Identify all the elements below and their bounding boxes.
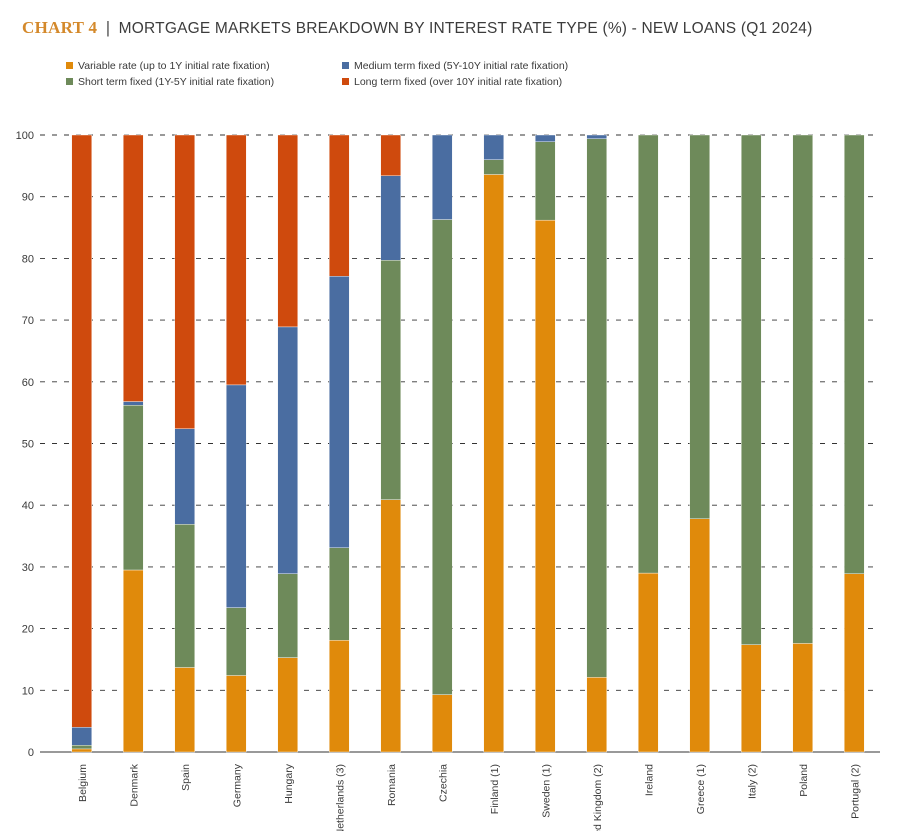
bar-segment-variable: [329, 640, 350, 753]
legend-label-variable: Variable rate (up to 1Y initial rate fix…: [78, 60, 270, 72]
bar-segment-variable: [689, 518, 710, 753]
bar-segment-long: [71, 134, 92, 728]
title-separator: |: [105, 18, 111, 37]
bar-segment-short: [226, 607, 247, 676]
bar-segment-variable: [277, 657, 298, 753]
bar-segment-short: [638, 134, 659, 574]
bar-segment-variable: [226, 675, 247, 753]
x-tick-label: Portugal (2): [849, 764, 861, 819]
bar-segment-variable: [741, 644, 762, 753]
legend-label-short: Short term fixed (1Y-5Y initial rate fix…: [78, 76, 275, 88]
bar-segment-long: [123, 134, 144, 402]
bar-segment-medium: [123, 401, 144, 406]
legend-swatch-medium: [342, 62, 349, 69]
bar-segment-medium: [586, 134, 607, 139]
bar-segment-short: [432, 219, 453, 695]
bar-segment-medium: [329, 276, 350, 548]
bar-segment-variable: [174, 667, 195, 753]
x-tick-label: Romania: [386, 764, 398, 806]
x-tick-label: Italy (2): [746, 764, 758, 799]
x-tick-label: Sweden (1): [540, 764, 552, 818]
legend-swatch-short: [66, 78, 73, 85]
bar-segment-medium: [71, 727, 92, 746]
legend-item-medium: Medium term fixed (5Y-10Y initial rate f…: [342, 60, 568, 72]
x-tick-label: Denmark: [128, 763, 140, 806]
bar-segment-variable: [638, 572, 659, 753]
bar-segment-variable: [535, 219, 556, 753]
bar-segment-short: [123, 405, 144, 571]
legend-item-long: Long term fixed (over 10Y initial rate f…: [342, 76, 562, 88]
y-tick-label: 50: [22, 439, 34, 451]
bar-segment-medium: [483, 134, 504, 160]
bar-segment-medium: [432, 134, 453, 220]
y-tick-label: 40: [22, 500, 34, 512]
legend-label-medium: Medium term fixed (5Y-10Y initial rate f…: [354, 60, 569, 72]
bar-segment-medium: [226, 384, 247, 608]
x-tick-label: Spain: [180, 764, 192, 791]
x-tick-label: Greece (1): [695, 764, 707, 814]
bar-segment-medium: [535, 134, 556, 142]
bar-segment-variable: [432, 694, 453, 753]
x-tick-label: Poland: [798, 764, 810, 797]
legend-swatch-variable: [66, 62, 73, 69]
bar-segment-short: [741, 134, 762, 645]
bar-segment-variable: [483, 174, 504, 753]
x-tick-label: United Kingdom (2): [592, 764, 604, 831]
bar-segment-short: [792, 134, 813, 644]
y-tick-label: 0: [28, 747, 34, 759]
x-tick-label: Finland (1): [489, 764, 501, 814]
chart-number-label: CHART 4: [22, 18, 98, 37]
y-tick-label: 100: [16, 130, 34, 142]
y-tick-label: 60: [22, 377, 34, 389]
y-tick-label: 10: [22, 685, 34, 697]
legend-label-long: Long term fixed (over 10Y initial rate f…: [354, 76, 563, 88]
grid-lines: [40, 134, 880, 753]
bar-segment-long: [174, 134, 195, 429]
x-tick-label: Ireland: [643, 764, 655, 796]
y-tick-label: 20: [22, 624, 34, 636]
y-tick-label: 70: [22, 315, 34, 327]
bar-segment-medium: [380, 175, 401, 261]
bar-segment-short: [71, 745, 92, 750]
bar-segment-medium: [277, 326, 298, 574]
y-tick-label: 80: [22, 253, 34, 265]
x-tick-label: Hungary: [283, 763, 295, 803]
bar-segment-long: [329, 134, 350, 277]
legend-swatch-long: [342, 78, 349, 85]
bar-segment-medium: [174, 428, 195, 525]
bar-segment-long: [226, 134, 247, 386]
bar-segment-variable: [586, 677, 607, 753]
bar-series: [71, 134, 865, 753]
x-tick-label: Netherlands (3): [334, 764, 346, 831]
y-tick-label: 30: [22, 562, 34, 574]
bar-segment-variable: [380, 499, 401, 753]
bar-segment-short: [483, 159, 504, 175]
chart-title: MORTGAGE MARKETS BREAKDOWN BY INTEREST R…: [118, 20, 813, 37]
bar-segment-short: [689, 134, 710, 519]
bar-segment-short: [586, 138, 607, 678]
x-tick-label: Belgium: [77, 764, 89, 802]
y-tick-label: 90: [22, 192, 34, 204]
x-tick-label: Czechia: [437, 764, 449, 802]
bar-segment-short: [380, 260, 401, 500]
bar-segment-short: [329, 547, 350, 641]
bar-segment-variable: [71, 748, 92, 753]
axis-labels: 0 10 20 30 40 50 60 70 80 90 100 Belgium Denmark Spai…: [16, 130, 862, 831]
bar-segment-short: [844, 134, 865, 574]
bar-segment-long: [380, 134, 401, 176]
legend-item-short: Short term fixed (1Y-5Y initial rate fix…: [66, 76, 274, 88]
bar-segment-short: [174, 524, 195, 668]
bar-segment-short: [277, 573, 298, 658]
bar-segment-variable: [123, 569, 144, 753]
chart-heading: CHART 4 | MORTGAGE MARKETS BREAKDOWN BY …: [22, 18, 812, 38]
bar-segment-variable: [844, 573, 865, 753]
x-tick-label: Germany: [231, 763, 243, 807]
bar-segment-short: [535, 141, 556, 221]
bar-segment-long: [277, 134, 298, 328]
bar-segment-variable: [792, 643, 813, 753]
legend-item-variable: Variable rate (up to 1Y initial rate fix…: [66, 60, 270, 72]
